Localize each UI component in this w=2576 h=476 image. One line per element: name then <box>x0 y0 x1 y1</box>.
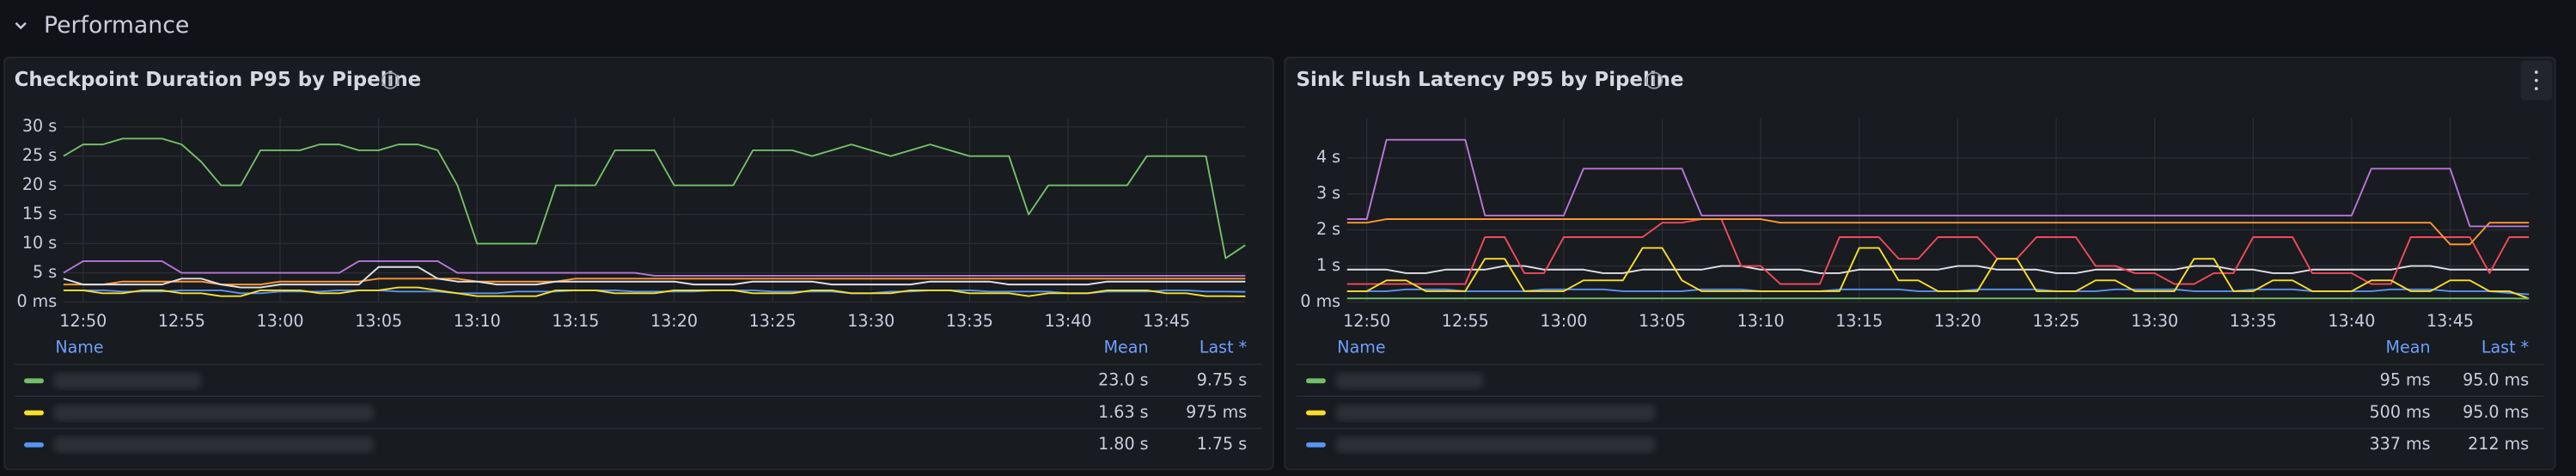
y-tick-label: 4 s <box>1316 147 1340 167</box>
y-tick-label: 10 s <box>22 233 57 253</box>
legend-mean: 337 ms <box>2370 434 2431 454</box>
legend-header: Name <box>1337 337 1385 357</box>
x-tick-label: 13:35 <box>2230 311 2277 331</box>
x-tick-label: 13:05 <box>1639 311 1686 331</box>
info-dot <box>388 75 392 77</box>
series-line <box>1346 138 2530 228</box>
y-tick-label: 15 s <box>22 204 57 223</box>
legend-swatch <box>1306 410 1326 416</box>
info-dot <box>1652 75 1656 77</box>
info-icons[interactable] <box>382 71 1663 89</box>
y-tick-label: 1 s <box>1316 255 1340 275</box>
y-tick-label: 20 s <box>22 174 57 194</box>
legend-header: Last * <box>1199 337 1247 357</box>
menu-dots <box>2534 70 2538 91</box>
series-line <box>1346 218 2530 246</box>
x-tick-label: 13:25 <box>2033 311 2080 331</box>
legend-last: 1.75 s <box>1197 434 1248 454</box>
legend-header: Last * <box>2481 337 2529 357</box>
x-tick-label: 13:10 <box>454 311 501 331</box>
legend-mean: 23.0 s <box>1098 370 1149 390</box>
x-tick-label: 13:15 <box>552 311 599 331</box>
section-title[interactable]: Performance <box>44 12 189 39</box>
x-tick-label: 13:30 <box>2131 311 2178 331</box>
series-line <box>63 137 1246 259</box>
redacted-name <box>53 372 202 389</box>
legend-last: 95.0 ms <box>2463 402 2529 422</box>
x-tick-label: 13:30 <box>847 311 894 331</box>
x-tick-label: 13:05 <box>355 311 402 331</box>
y-tick-label: 5 s <box>33 262 57 282</box>
legend-swatch <box>24 410 44 416</box>
series-line <box>63 265 1246 289</box>
redacted-name <box>1335 372 1484 389</box>
series-line <box>63 289 1246 295</box>
legend-swatch <box>1306 378 1326 384</box>
series-line <box>63 278 1246 286</box>
x-tick-label: 13:20 <box>1934 311 1981 331</box>
y-tick-label: 2 s <box>1316 219 1340 239</box>
y-tick-label: 25 s <box>22 145 57 165</box>
legend-swatch <box>24 442 44 448</box>
x-tick-label: 13:00 <box>1540 311 1587 331</box>
x-tick-label: 13:45 <box>2426 311 2474 331</box>
series-line <box>1346 247 2530 300</box>
x-tick-label: 13:10 <box>1737 311 1785 331</box>
x-tick-label: 13:40 <box>2328 311 2375 331</box>
legend-last: 975 ms <box>1186 402 1247 422</box>
x-tick-label: 13:25 <box>749 311 797 331</box>
y-tick-label: 0 ms <box>16 291 57 311</box>
legend-swatch <box>24 378 44 384</box>
legend-last: 212 ms <box>2468 434 2529 454</box>
y-tick-label: 0 ms <box>1300 291 1340 311</box>
x-tick-label: 13:45 <box>1143 311 1190 331</box>
redacted-name <box>53 404 374 422</box>
panel <box>1284 56 2556 471</box>
redacted-name <box>1335 404 1656 422</box>
x-tick-label: 13:20 <box>650 311 698 331</box>
x-tick-label: 12:55 <box>1442 311 1489 331</box>
collapse-chevron[interactable] <box>15 21 27 30</box>
x-tick-label: 13:40 <box>1044 311 1091 331</box>
redacted-name <box>53 436 374 454</box>
y-tick-label: 3 s <box>1316 183 1340 203</box>
legend-mean: 95 ms <box>2380 370 2431 390</box>
legend-header: Mean <box>1104 337 1149 357</box>
series-line <box>63 286 1246 297</box>
legend-swatch <box>1306 442 1326 448</box>
x-tick-label: 13:00 <box>257 311 304 331</box>
legend-last: 9.75 s <box>1197 370 1248 390</box>
x-tick-label: 12:50 <box>1343 311 1390 331</box>
panel-title: Sink Flush Latency P95 by Pipeline <box>1297 69 1684 91</box>
legend-last: 95.0 ms <box>2463 370 2529 390</box>
panel-title: Checkpoint Duration P95 by Pipeline <box>15 69 422 91</box>
panel <box>3 56 1274 471</box>
legend-mean: 500 ms <box>2370 402 2431 422</box>
legend-mean: 1.80 s <box>1098 434 1149 454</box>
x-tick-label: 13:15 <box>1835 311 1883 331</box>
redacted-name <box>1335 436 1656 454</box>
legend-header: Mean <box>2386 337 2431 357</box>
x-tick-label: 12:50 <box>59 311 107 331</box>
x-tick-label: 12:55 <box>158 311 205 331</box>
series-line <box>1346 265 2530 274</box>
series-line <box>1346 218 2530 285</box>
series-line <box>63 259 1246 277</box>
y-tick-label: 30 s <box>22 116 57 136</box>
x-tick-label: 13:35 <box>946 311 993 331</box>
legend-header: Name <box>55 337 103 357</box>
legend-mean: 1.63 s <box>1098 402 1149 422</box>
